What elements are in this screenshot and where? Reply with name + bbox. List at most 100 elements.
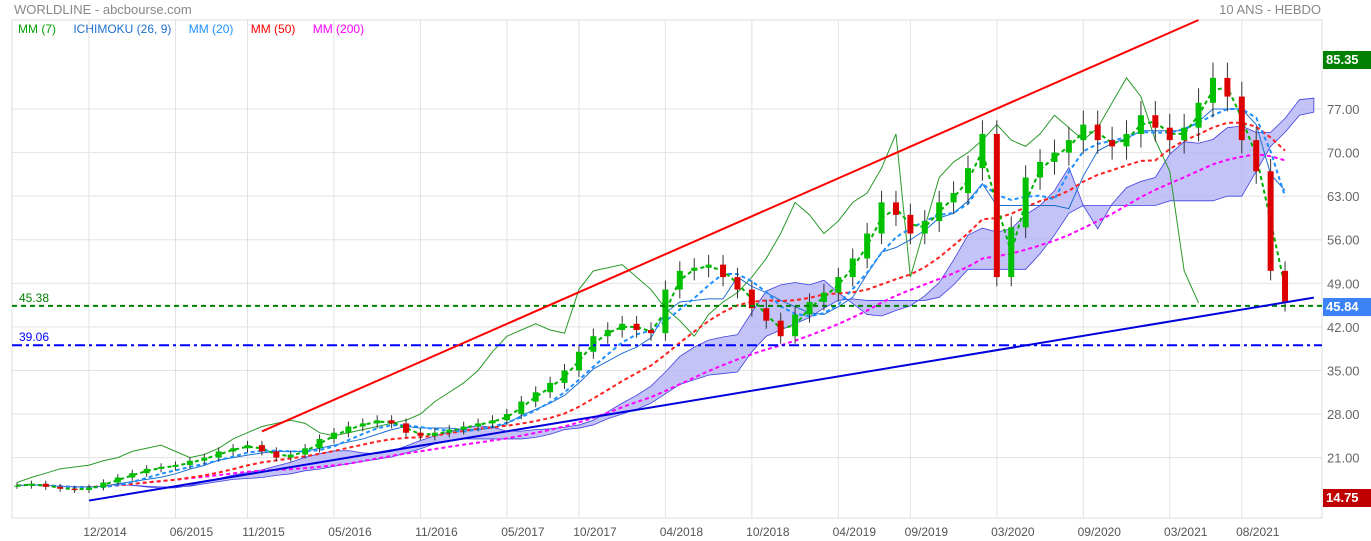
- candle-body: [575, 351, 582, 371]
- candle-body: [359, 423, 366, 427]
- candle-body: [532, 392, 539, 402]
- candle-body: [1037, 161, 1044, 178]
- candle-body: [835, 277, 842, 293]
- x-tick-label: 04/2018: [660, 525, 704, 539]
- candle-body: [186, 460, 193, 466]
- candle-body: [287, 454, 294, 458]
- candle-body: [129, 473, 136, 478]
- x-tick-label: 11/2016: [415, 525, 458, 539]
- candle-body: [503, 414, 510, 421]
- candle-body: [1238, 96, 1245, 141]
- hline-label: 39.06: [19, 330, 49, 344]
- candle-body: [979, 133, 986, 169]
- x-tick-label: 10/2017: [573, 525, 617, 539]
- x-tick-label: 03/2020: [991, 525, 1035, 539]
- candle-body: [330, 432, 337, 439]
- candle-body: [777, 320, 784, 337]
- candle-body: [633, 323, 640, 331]
- chart-title: WORLDLINE - abcbourse.com: [14, 2, 192, 17]
- low-price-badge: 14.75: [1323, 489, 1371, 507]
- mm50-line: [16, 121, 1286, 489]
- x-tick-label: 11/2015: [242, 525, 285, 539]
- candle-body: [907, 214, 914, 234]
- candle-body: [892, 202, 899, 215]
- candle-body: [1282, 270, 1289, 303]
- candle-body: [460, 426, 467, 430]
- y-tick-label: 42.00: [1327, 320, 1360, 335]
- candle-body: [172, 465, 179, 467]
- hline-label: 45.38: [19, 291, 49, 305]
- kijun-line: [16, 108, 1286, 488]
- candle-body: [143, 468, 150, 474]
- candle-body: [936, 202, 943, 222]
- candle-body: [1123, 133, 1130, 147]
- candle-body: [1008, 227, 1015, 278]
- candle-body: [417, 432, 424, 436]
- x-tick-label: 05/2016: [328, 525, 372, 539]
- candle-body: [1224, 77, 1231, 97]
- y-tick-label: 56.00: [1327, 233, 1360, 248]
- candle-body: [547, 382, 554, 393]
- candle-body: [28, 483, 35, 486]
- candle-body: [403, 423, 410, 433]
- last-price-badge: 45.84: [1323, 298, 1371, 316]
- legend-mm200[interactable]: MM (200): [312, 22, 365, 36]
- candle-body: [201, 457, 208, 461]
- legend-ichimoku[interactable]: ICHIMOKU (26, 9): [73, 22, 172, 36]
- candle-body: [475, 423, 482, 427]
- candle-body: [431, 432, 438, 436]
- candle-body: [921, 221, 928, 234]
- candle-body: [446, 429, 453, 433]
- candle-body: [1022, 177, 1029, 228]
- candle-body: [705, 264, 712, 268]
- trendline-0: [261, 19, 1199, 433]
- candle-body: [258, 445, 265, 452]
- candle-body: [71, 488, 78, 490]
- candle-body: [849, 258, 856, 278]
- candle-body: [993, 133, 1000, 278]
- candle-body: [489, 420, 496, 424]
- y-tick-label: 63.00: [1327, 189, 1360, 204]
- x-tick-label: 08/2021: [1236, 525, 1280, 539]
- candle-body: [215, 451, 222, 458]
- legend-mm7[interactable]: MM (7): [18, 22, 56, 36]
- candle-body: [619, 323, 626, 331]
- candle-body: [878, 202, 885, 234]
- candle-body: [244, 445, 251, 449]
- candle-body: [302, 448, 309, 455]
- candle-body: [1181, 127, 1188, 141]
- candle-body: [792, 314, 799, 337]
- candle-body: [734, 277, 741, 290]
- candle-body: [1051, 152, 1058, 162]
- candle-body: [590, 336, 597, 352]
- candle-body: [518, 401, 525, 415]
- candle-body: [1137, 115, 1144, 134]
- candle-body: [647, 330, 654, 334]
- candle-body: [1267, 171, 1274, 271]
- candle-body: [57, 486, 64, 489]
- high-price-badge: 85.35: [1323, 51, 1371, 69]
- candle-body: [230, 448, 237, 452]
- candle-body: [316, 438, 323, 449]
- ichimoku-cloud: [103, 97, 1315, 489]
- candle-body: [1065, 140, 1072, 153]
- y-tick-label: 77.00: [1327, 102, 1360, 117]
- x-tick-label: 09/2019: [905, 525, 949, 539]
- legend-mm20[interactable]: MM (20): [188, 22, 234, 36]
- mm7-line: [16, 86, 1287, 491]
- candle-body: [965, 168, 972, 194]
- candle-body: [345, 426, 352, 433]
- legend-mm50[interactable]: MM (50): [250, 22, 296, 36]
- candle-body: [763, 308, 770, 321]
- trendline-1: [88, 296, 1315, 502]
- x-tick-label: 03/2021: [1164, 525, 1208, 539]
- candle-body: [561, 370, 568, 383]
- x-tick-label: 05/2017: [501, 525, 545, 539]
- y-tick-label: 49.00: [1327, 276, 1360, 291]
- candle-body: [950, 193, 957, 203]
- candle-body: [374, 420, 381, 424]
- candle-body: [1166, 127, 1173, 141]
- candle-body: [1209, 77, 1216, 103]
